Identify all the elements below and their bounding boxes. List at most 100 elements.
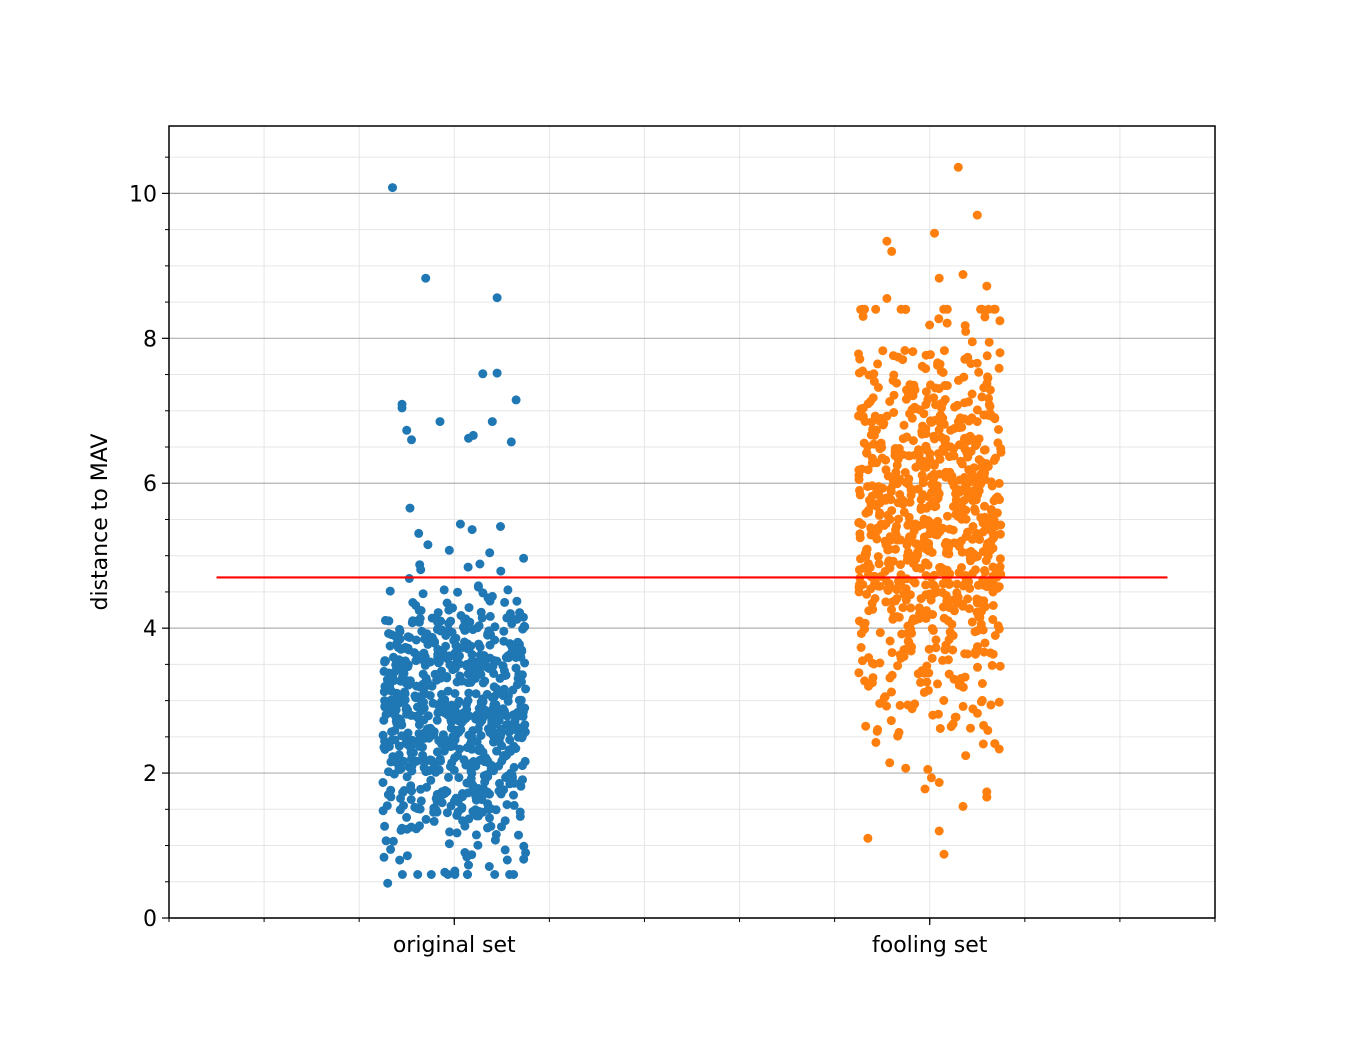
scatter-point <box>889 370 899 380</box>
scatter-point <box>866 430 876 440</box>
scatter-point <box>907 413 917 423</box>
scatter-point <box>934 826 944 836</box>
scatter-point <box>485 813 494 823</box>
scatter-point <box>448 732 458 741</box>
scatter-point <box>995 554 1005 564</box>
scatter-point <box>942 304 952 314</box>
scatter-point <box>893 352 903 362</box>
scatter-point <box>508 773 517 783</box>
scatter-point <box>952 588 962 598</box>
scatter-point <box>425 691 435 700</box>
scatter-point <box>397 403 407 413</box>
scatter-point <box>869 369 879 379</box>
scatter-point <box>438 730 448 740</box>
scatter-point <box>415 821 424 831</box>
scatter-point <box>890 444 900 453</box>
scatter-point <box>977 679 987 688</box>
scatter-point <box>466 766 476 776</box>
scatter-point <box>870 594 880 603</box>
scatter-point <box>944 549 954 559</box>
scatter-point <box>947 619 957 629</box>
scatter-point <box>466 739 476 749</box>
scatter-point <box>980 501 989 511</box>
plot-frame <box>168 125 1216 919</box>
scatter-point <box>511 395 521 405</box>
scatter-point <box>518 775 527 785</box>
scatter-point <box>489 669 499 678</box>
scatter-point <box>922 661 932 671</box>
scatter-point <box>855 580 864 589</box>
scatter-point <box>972 439 982 449</box>
scatter-point <box>980 566 989 575</box>
scatter-point <box>952 539 962 548</box>
scatter-point <box>396 764 406 774</box>
scatter-point <box>450 866 460 876</box>
scatter-point <box>985 542 995 552</box>
scatter-point <box>923 394 933 404</box>
scatter-point <box>930 583 940 592</box>
scatter-point <box>935 359 945 369</box>
scatter-point <box>949 674 959 684</box>
scatter-point <box>455 651 464 661</box>
scatter-point <box>487 417 497 427</box>
scatter-point <box>893 582 903 592</box>
scatter-point <box>857 520 867 529</box>
scatter-point <box>885 397 895 406</box>
scatter-point <box>907 704 917 714</box>
scatter-point <box>887 246 897 256</box>
scatter-point <box>482 787 492 797</box>
scatter-point <box>861 721 871 731</box>
scatter-point <box>518 624 528 634</box>
scatter-point <box>855 490 865 500</box>
scatter-point <box>990 582 1000 592</box>
scatter-point <box>896 560 905 570</box>
scatter-point <box>911 554 921 564</box>
scatter-point <box>453 587 463 597</box>
scatter-point <box>464 603 474 613</box>
scatter-point <box>979 647 989 657</box>
scatter-point <box>887 670 897 680</box>
scatter-point <box>485 640 495 650</box>
scatter-point <box>500 816 510 826</box>
scatter-point <box>408 598 418 607</box>
scatter-point <box>496 522 505 531</box>
scatter-point <box>502 800 512 810</box>
scatter-point <box>395 855 405 865</box>
scatter-point <box>975 535 985 544</box>
scatter-point <box>457 676 467 686</box>
scatter-point <box>391 757 401 767</box>
scatter-point <box>930 228 939 238</box>
scatter-point <box>380 821 390 831</box>
scatter-point <box>879 419 889 429</box>
scatter-point <box>858 311 868 321</box>
scatter-point <box>893 661 903 671</box>
scatter-point <box>940 645 950 655</box>
scatter-point <box>380 656 390 666</box>
scatter-point <box>887 597 897 607</box>
scatter-point <box>863 442 872 451</box>
scatter-point <box>397 731 407 741</box>
scatter-point <box>412 756 422 766</box>
scatter-point <box>980 445 990 455</box>
scatter-point <box>994 363 1004 373</box>
scatter-point <box>919 687 929 697</box>
scatter-point <box>490 835 500 845</box>
scatter-point <box>922 608 932 618</box>
scatter-point <box>972 210 982 220</box>
scatter-point <box>414 729 424 739</box>
scatter-point <box>920 426 930 436</box>
y-tick-label: 2 <box>143 762 157 787</box>
scatter-point <box>882 701 891 711</box>
scatter-point <box>901 763 911 773</box>
scatter-point <box>933 679 942 689</box>
scatter-point <box>955 440 964 450</box>
scatter-point <box>517 670 527 680</box>
scatter-point <box>473 581 483 591</box>
scatter-point <box>991 521 1001 531</box>
scatter-point <box>873 359 883 369</box>
scatter-point <box>873 383 883 392</box>
scatter-point <box>504 653 514 663</box>
scatter-point <box>402 851 412 861</box>
scatter-point <box>402 425 412 435</box>
scatter-point <box>503 585 513 595</box>
